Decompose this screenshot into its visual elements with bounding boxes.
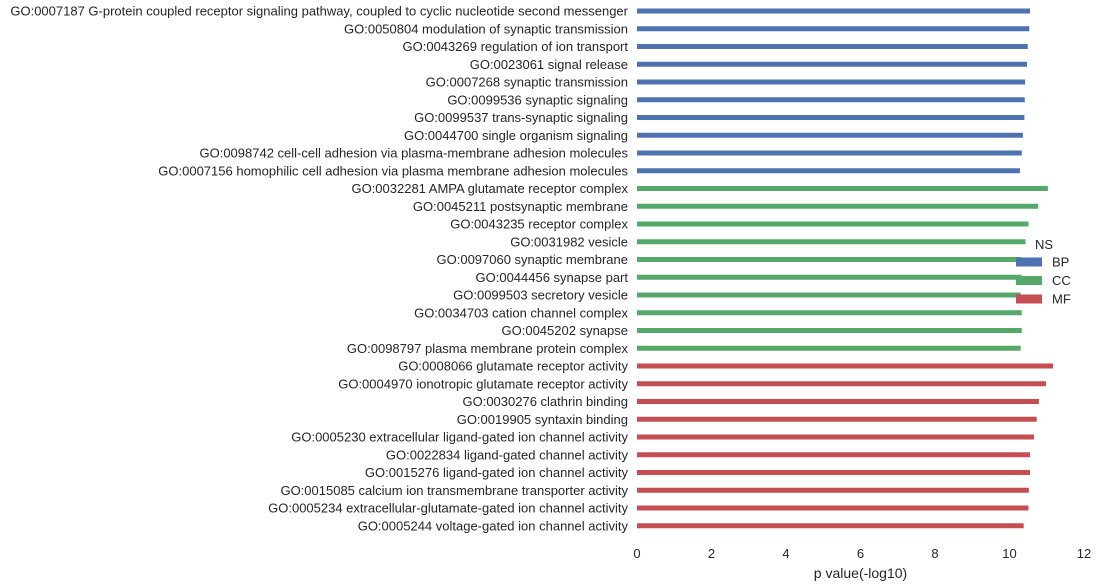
bar-bp-7 — [637, 132, 1023, 138]
x-tick-label: 4 — [782, 546, 789, 561]
legend: NS BP CC MF — [1016, 237, 1071, 307]
bar-bp-9 — [637, 168, 1020, 174]
legend-title: NS — [1035, 237, 1053, 252]
category-label: GO:0015276 ligand-gated ion channel acti… — [365, 465, 629, 480]
category-label: GO:0005244 voltage-gated ion channel act… — [358, 518, 629, 533]
category-label: GO:0019905 syntaxin binding — [457, 412, 628, 427]
bar-bp-5 — [637, 97, 1025, 103]
category-label: GO:0098742 cell-cell adhesion via plasma… — [199, 146, 628, 161]
x-tick-label: 12 — [1077, 546, 1091, 561]
category-label: GO:0043235 receptor complex — [450, 217, 628, 232]
bar-mf-20 — [637, 363, 1054, 369]
category-label: GO:0023061 signal release — [470, 57, 628, 72]
category-label: GO:0043269 regulation of ion transport — [403, 39, 629, 54]
x-tick-label: 8 — [931, 546, 938, 561]
category-label: GO:0045211 postsynaptic membrane — [413, 199, 628, 214]
bar-mf-25 — [637, 452, 1030, 458]
x-axis-ticks: 0 2 4 6 8 10 12 — [633, 546, 1091, 561]
category-label: GO:0004970 ionotropic glutamate receptor… — [338, 376, 628, 391]
x-tick-label: 10 — [1002, 546, 1016, 561]
category-label: GO:0044700 single organism signaling — [404, 128, 628, 143]
category-label: GO:0030276 clathrin binding — [462, 394, 628, 409]
category-label: GO:0099503 secretory vesicle — [453, 288, 628, 303]
category-label: GO:0099537 trans-synaptic signaling — [414, 110, 628, 125]
category-label: GO:0050804 modulation of synaptic transm… — [344, 21, 628, 36]
bar-cc-14 — [637, 257, 1022, 262]
bar-cc-11 — [637, 203, 1039, 209]
category-labels: GO:0007187 G-protein coupled receptor si… — [10, 4, 628, 534]
bar-cc-10 — [637, 186, 1048, 191]
bar-mf-28 — [637, 505, 1029, 511]
category-label: GO:0045202 synapse — [502, 323, 628, 338]
category-label: GO:0031982 vesicle — [510, 234, 628, 249]
category-label: GO:0008066 glutamate receptor activity — [398, 359, 628, 374]
category-label: GO:0005234 extracellular-glutamate-gated… — [268, 501, 628, 516]
bar-bp-1 — [637, 26, 1030, 32]
bars-group — [637, 8, 1054, 529]
legend-swatch-mf — [1016, 294, 1042, 304]
legend-label-mf: MF — [1052, 292, 1071, 307]
bar-cc-18 — [637, 328, 1022, 333]
bar-cc-16 — [637, 292, 1021, 298]
bar-mf-27 — [637, 487, 1029, 493]
category-label: GO:0097060 synaptic membrane — [437, 252, 629, 267]
legend-label-cc: CC — [1052, 273, 1071, 288]
bar-mf-29 — [637, 523, 1024, 529]
x-tick-label: 2 — [708, 546, 715, 561]
x-tick-label: 0 — [633, 546, 640, 561]
bar-bp-3 — [637, 61, 1028, 67]
x-axis-label: p value(-log10) — [814, 565, 907, 581]
bar-bp-0 — [637, 8, 1030, 14]
bar-mf-26 — [637, 470, 1030, 475]
category-label: GO:0007268 synaptic transmission — [426, 75, 628, 90]
category-label: GO:0015085 calcium ion transmembrane tra… — [280, 483, 628, 498]
category-label: GO:0007156 homophilic cell adhesion via … — [158, 163, 628, 178]
category-label: GO:0099536 synaptic signaling — [447, 92, 628, 107]
bar-mf-22 — [637, 399, 1039, 404]
bar-cc-13 — [637, 239, 1026, 245]
legend-label-bp: BP — [1052, 255, 1069, 270]
category-label: GO:0005230 extracellular ligand-gated io… — [291, 430, 628, 445]
legend-swatch-bp — [1016, 257, 1042, 267]
bar-mf-23 — [637, 416, 1037, 422]
bar-bp-8 — [637, 150, 1022, 156]
bar-cc-12 — [637, 221, 1029, 227]
category-label: GO:0044456 synapse part — [476, 270, 629, 285]
category-label: GO:0032281 AMPA glutamate receptor compl… — [351, 181, 628, 196]
bar-mf-24 — [637, 434, 1035, 440]
bar-bp-2 — [637, 44, 1028, 49]
bar-bp-4 — [637, 79, 1026, 85]
x-tick-label: 6 — [857, 546, 864, 561]
category-label: GO:0022834 ligand-gated channel activity — [386, 447, 629, 462]
bar-bp-6 — [637, 115, 1025, 120]
bar-cc-15 — [637, 274, 1022, 280]
category-label: GO:0007187 G-protein coupled receptor si… — [10, 4, 628, 19]
bar-cc-17 — [637, 310, 1022, 316]
legend-swatch-cc — [1016, 276, 1042, 285]
bar-mf-21 — [637, 381, 1047, 387]
category-label: GO:0034703 cation channel complex — [414, 305, 628, 320]
category-label: GO:0098797 plasma membrane protein compl… — [347, 341, 629, 356]
bar-cc-19 — [637, 345, 1021, 351]
